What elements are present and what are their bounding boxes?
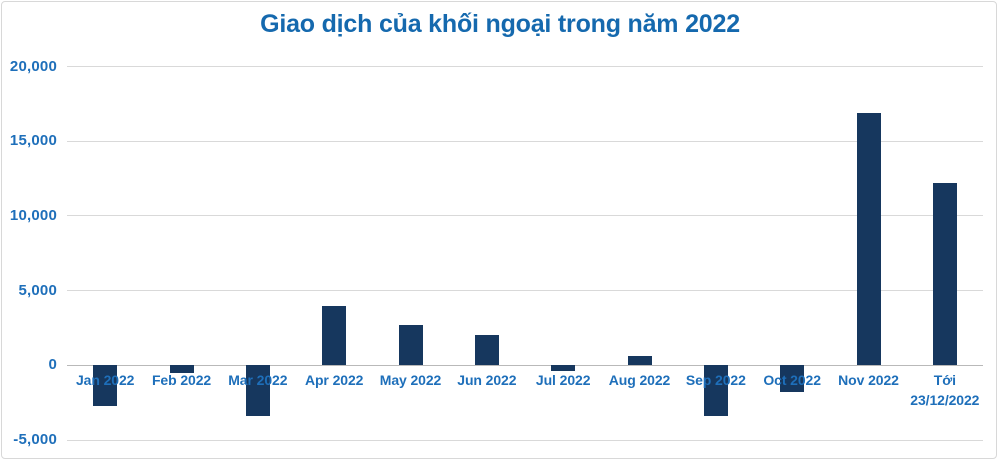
x-axis-category-label: Sep 2022 [685, 372, 746, 389]
bar [474, 335, 499, 366]
x-axis-category-label: Nov 2022 [838, 372, 899, 389]
y-axis-tick-label: 5,000 [18, 281, 57, 299]
bar [245, 365, 270, 417]
y-gridline [67, 66, 983, 67]
x-axis-category-label: Jun 2022 [457, 372, 517, 389]
bar [703, 365, 728, 417]
x-axis-category-label: Apr 2022 [304, 372, 364, 389]
x-axis-zero-line [67, 364, 983, 366]
y-axis-tick-label: 20,000 [9, 57, 57, 75]
y-gridline [67, 439, 983, 441]
bar [398, 324, 423, 366]
bar [169, 365, 194, 373]
bar [93, 365, 118, 406]
bar [780, 365, 805, 393]
y-gridline [67, 215, 983, 217]
chart-title: Giao dịch của khối ngoại trong năm 2022 [260, 10, 740, 38]
bar [627, 355, 652, 366]
x-axis-category-label: Tới 23/12/2022 [910, 372, 980, 409]
y-gridline [67, 290, 983, 292]
bar [551, 365, 576, 372]
y-axis-tick-label: 15,000 [9, 132, 57, 150]
y-axis-tick-label: 0 [48, 356, 57, 374]
x-axis-category-label: Feb 2022 [151, 372, 212, 389]
x-axis-category-label: May 2022 [379, 372, 442, 389]
x-axis-category-label: Oct 2022 [763, 372, 821, 389]
x-axis-category-label: Aug 2022 [608, 372, 671, 389]
x-axis-category-label: Mar 2022 [228, 372, 288, 389]
y-axis-tick-label: -5,000 [13, 431, 57, 448]
x-axis-category-label: Jul 2022 [535, 372, 591, 389]
bar [856, 112, 881, 366]
y-axis-tick-label: 10,000 [9, 206, 57, 224]
x-axis-category-label: Jan 2022 [75, 372, 135, 389]
bar [932, 183, 957, 366]
bar [322, 305, 347, 366]
y-gridline [67, 140, 983, 142]
